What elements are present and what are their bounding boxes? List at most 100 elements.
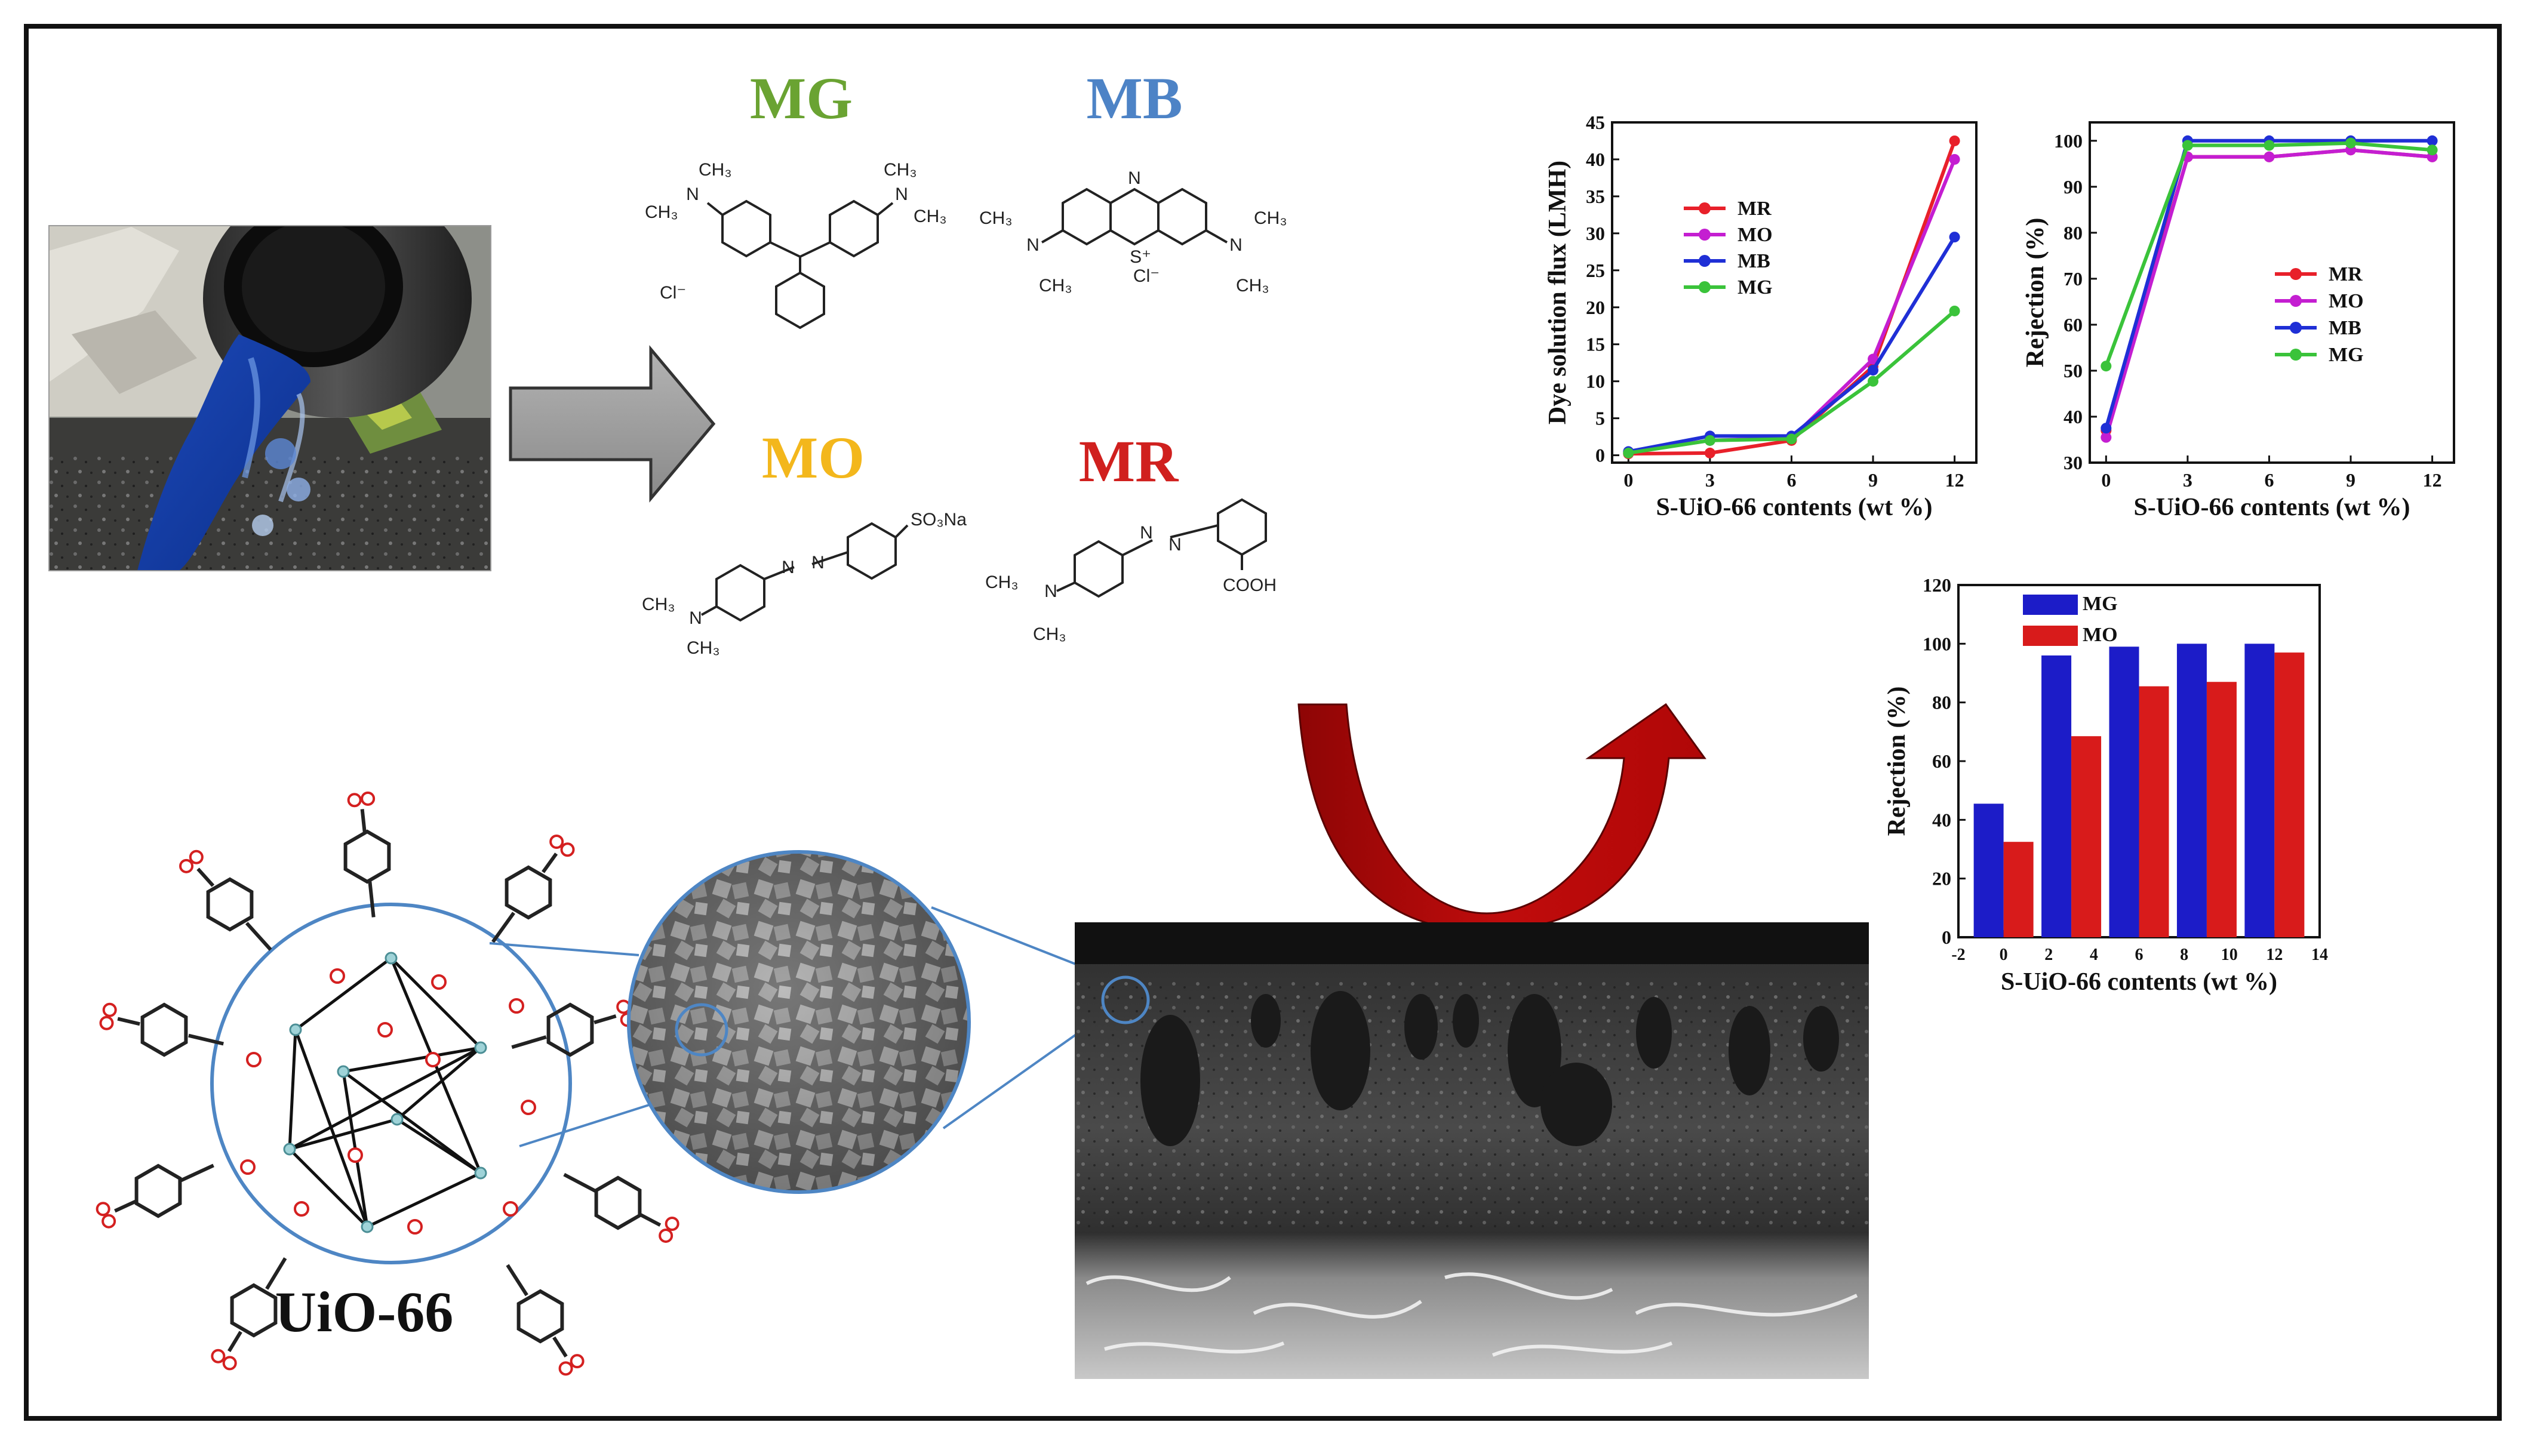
- y-tick-label: 10: [1586, 371, 1605, 392]
- uio-bond: [288, 1029, 297, 1150]
- uio-bond: [396, 1046, 482, 1121]
- mb-n-left-label: N: [1026, 235, 1040, 255]
- uio-bond: [288, 1046, 482, 1151]
- y-tick-label: 35: [1586, 186, 1605, 207]
- y-tick-label: 80: [1932, 692, 1951, 713]
- legend-label-mo: MO: [1737, 224, 1773, 246]
- y-tick-label: 40: [2064, 406, 2083, 427]
- x-tick-label: 0: [1623, 469, 1633, 491]
- plot-frame: [2089, 121, 2455, 464]
- y-tick-label: 100: [1923, 633, 1951, 654]
- y-axis-title: Rejection (%): [2022, 218, 2049, 368]
- uio-bond: [294, 957, 392, 1031]
- linker-benzene-ring: [230, 1283, 278, 1338]
- carboxyl-oxygen: [189, 849, 204, 864]
- y-tick-label: 70: [2064, 268, 2083, 290]
- dye-name-mb: MB: [1086, 65, 1182, 131]
- carboxyl-oxygen: [560, 842, 575, 857]
- carboxyl-oxygen: [99, 1015, 114, 1030]
- carboxyl-oxygen: [102, 1214, 116, 1229]
- data-point-mg: [2427, 144, 2438, 156]
- x-tick-label: 2: [2044, 946, 2053, 964]
- data-point-mb: [2427, 135, 2438, 146]
- bar-mo: [2206, 682, 2237, 937]
- mg-structure: [706, 199, 894, 330]
- x-tick-label: 10: [2221, 946, 2238, 964]
- x-axis-title: S-UiO-66 contents (wt %): [1656, 494, 1932, 521]
- legend-marker-mb: [1699, 255, 1711, 267]
- linker-bond: [245, 922, 272, 951]
- legend-marker-mg: [2290, 349, 2302, 361]
- linker-benzene-ring: [140, 1002, 188, 1057]
- y-tick-label: 30: [1586, 223, 1605, 244]
- y-tick-label: 25: [1586, 260, 1605, 281]
- oxygen-atom: [294, 1201, 309, 1217]
- data-point-mr: [1949, 135, 1960, 146]
- legend-swatch-mg: [2023, 595, 2078, 615]
- mo-n-label: N: [689, 608, 702, 628]
- data-point-mb: [1868, 365, 1879, 376]
- y-axis-title: Dye solution flux (LMH): [1544, 161, 1572, 424]
- mb-n-right-label: N: [1229, 235, 1243, 255]
- plot-frame: [1611, 121, 1978, 464]
- legend-marker-mr: [1699, 202, 1711, 214]
- legend-marker-mr: [2290, 268, 2302, 280]
- y-tick-label: 90: [2064, 176, 2083, 198]
- linker-benzene-ring: [516, 1289, 564, 1344]
- gray-process-arrow: [509, 345, 716, 503]
- data-point-mg: [1868, 375, 1879, 387]
- mb-counter-ion: Cl⁻: [1133, 266, 1160, 286]
- data-point-mg: [1704, 435, 1715, 446]
- mo-azo-n-2: N: [811, 553, 825, 572]
- y-axis-title: Rejection (%): [1883, 687, 1911, 836]
- mg-ch3-label-3: CH₃: [884, 160, 917, 180]
- oxygen-atom: [407, 1219, 423, 1235]
- carboxyl-oxygen: [347, 793, 362, 808]
- uio-bond: [342, 1070, 482, 1175]
- x-tick-label: 0: [2000, 946, 2008, 964]
- mr-ch3-label-2: CH₃: [1033, 624, 1066, 644]
- legend-marker-mo: [1699, 229, 1711, 241]
- bar-mg: [2041, 655, 2072, 937]
- mr-ch3-label-1: CH₃: [985, 572, 1019, 592]
- mg-n-label: N: [895, 184, 908, 204]
- mo-sulfonate: SO₃Na: [911, 510, 967, 530]
- linker-bond: [552, 1336, 568, 1358]
- legend-label-mo: MO: [2329, 290, 2364, 312]
- y-tick-label: 60: [1932, 750, 1951, 772]
- uio-bond: [288, 1148, 368, 1228]
- oxygen-atom: [509, 998, 524, 1014]
- x-tick-label: 14: [2311, 946, 2328, 964]
- oxygen-atom: [431, 974, 447, 990]
- mb-ch3-label-1: CH₃: [979, 208, 1013, 228]
- linker-bond: [368, 881, 376, 918]
- data-point-mo: [2101, 432, 2112, 443]
- bar-mg: [2109, 647, 2139, 937]
- bar-mo: [2139, 686, 2169, 937]
- carboxyl-oxygen: [549, 835, 564, 849]
- mg-ch3-label-2: CH₃: [645, 202, 678, 222]
- carboxyl-oxygen: [570, 1354, 585, 1369]
- carboxyl-oxygen: [222, 1356, 237, 1371]
- x-tick-label: 3: [2183, 469, 2192, 491]
- zr-atom: [289, 1023, 302, 1036]
- linker-bond: [265, 1257, 287, 1290]
- x-tick-label: 9: [1868, 469, 1878, 491]
- y-tick-label: 50: [2064, 360, 2083, 381]
- x-tick-label: 6: [2135, 946, 2144, 964]
- data-point-mg: [1786, 433, 1797, 445]
- data-point-mg: [2345, 137, 2357, 149]
- uio-bond: [390, 957, 482, 1049]
- oxygen-atom: [347, 1147, 363, 1163]
- oxygen-atom: [330, 968, 345, 984]
- legend-label-mg: MG: [2329, 344, 2364, 366]
- oxygen-atom: [425, 1052, 441, 1067]
- x-tick-label: 4: [2090, 946, 2098, 964]
- zr-atom: [474, 1041, 487, 1054]
- linker-bond: [227, 1331, 242, 1352]
- carboxyl-oxygen: [558, 1361, 573, 1376]
- zr-atom: [385, 952, 398, 965]
- linker-benzene-ring: [594, 1175, 642, 1230]
